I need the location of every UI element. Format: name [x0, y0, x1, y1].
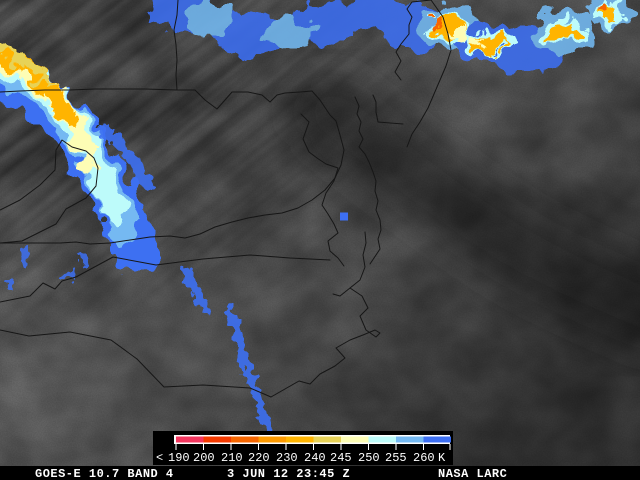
svg-text:K: K: [438, 451, 446, 465]
svg-text:200: 200: [193, 451, 215, 465]
svg-text:260: 260: [413, 451, 435, 465]
svg-text:<: <: [156, 451, 163, 465]
svg-text:210: 210: [221, 451, 243, 465]
svg-text:250: 250: [358, 451, 380, 465]
svg-text:GOES-E 10.7 BAND 4: GOES-E 10.7 BAND 4: [35, 467, 174, 480]
svg-text:220: 220: [248, 451, 270, 465]
svg-text:3 JUN 12 23:45 Z: 3 JUN 12 23:45 Z: [227, 467, 350, 480]
svg-text:255: 255: [385, 451, 407, 465]
svg-text:240: 240: [304, 451, 326, 465]
svg-text:190: 190: [168, 451, 190, 465]
svg-text:245: 245: [330, 451, 352, 465]
svg-text:230: 230: [276, 451, 298, 465]
svg-text:NASA LARC: NASA LARC: [438, 467, 507, 480]
